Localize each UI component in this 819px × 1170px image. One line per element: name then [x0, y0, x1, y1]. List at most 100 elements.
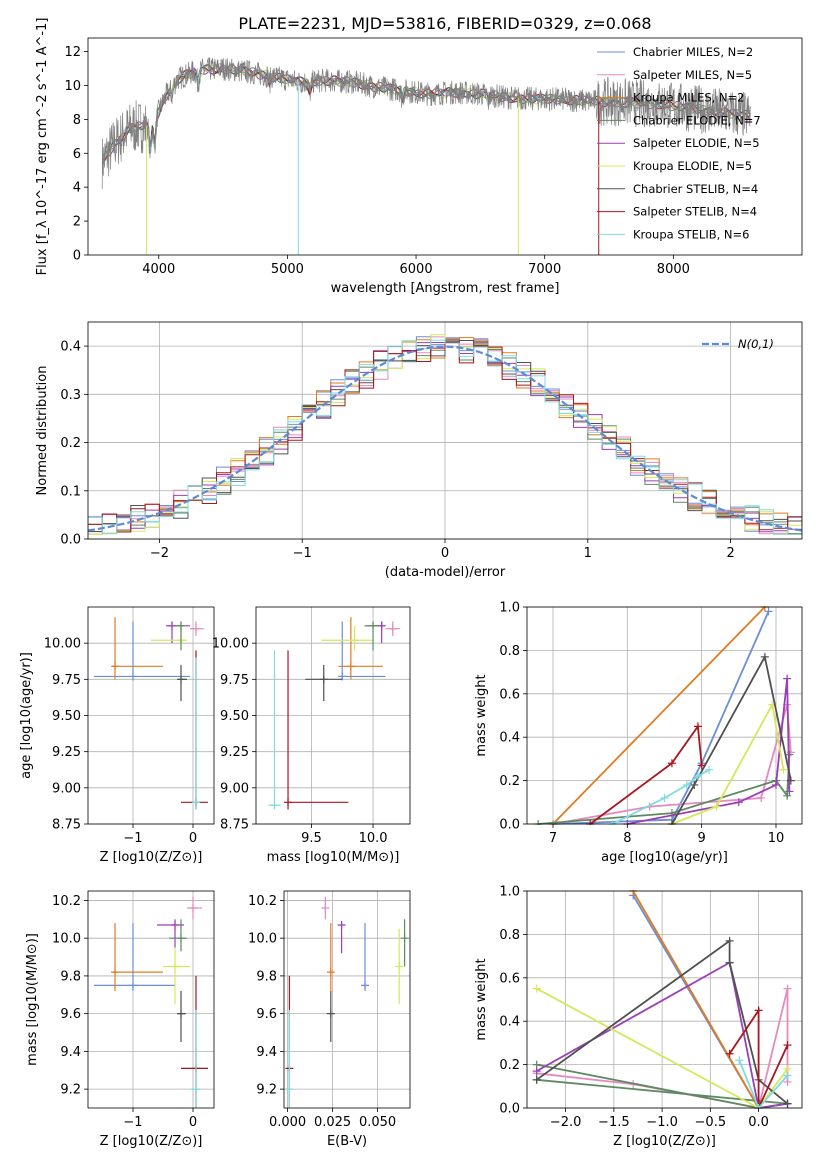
x-axis-label: Z [log10(Z/Z⊙)]: [100, 1134, 203, 1149]
point-marker: [129, 672, 137, 681]
point-marker: [129, 981, 137, 990]
point-marker: [346, 662, 355, 671]
y-axis-label: mass [log10(M/M⊙)]: [25, 933, 40, 1066]
point-marker: [168, 621, 176, 630]
plot-area: [88, 891, 214, 1108]
y-tick-label: 9.8: [60, 969, 81, 984]
plot-frame: [87, 37, 803, 256]
y-tick-label: 1.0: [499, 601, 520, 616]
mass-weight-marker: [735, 1056, 744, 1065]
mass-weight-marker: [693, 722, 702, 731]
x-tick-label: 2: [726, 546, 734, 561]
mass-weight-marker: [667, 759, 676, 768]
mass-weight-series: [671, 654, 792, 825]
point-marker: [321, 903, 330, 912]
mass-weight-marker: [725, 936, 734, 945]
legend-label: Chabrier ELODIE, N=7: [633, 113, 761, 127]
point-marker: [400, 934, 409, 943]
x-tick-label: 4000: [142, 262, 175, 277]
data-spectrum-line: [101, 56, 751, 189]
x-axis-label: E(B-V): [327, 1134, 367, 1149]
plot-area: [284, 891, 410, 1108]
legend-label: Chabrier MILES, N=2: [633, 45, 753, 59]
y-tick-label: 9.4: [256, 1045, 277, 1060]
mass-weight-series: [671, 701, 785, 825]
x-tick-label: −1: [293, 546, 312, 561]
point-marker: [192, 798, 200, 807]
point-marker: [171, 962, 179, 971]
x-tick-label: 8: [623, 831, 631, 846]
x-tick-label: 9.5: [301, 831, 322, 846]
x-tick-label: 6000: [400, 262, 433, 277]
legend-label: Salpeter MILES, N=5: [633, 68, 752, 82]
y-tick-label: 0.1: [60, 484, 81, 499]
point-marker: [111, 968, 119, 977]
point-marker: [177, 1009, 185, 1018]
mass-weight-marker: [532, 1067, 541, 1076]
mass-weight-marker: [783, 674, 792, 683]
point-marker: [171, 920, 179, 929]
point-marker: [192, 1085, 200, 1094]
mass-weight-marker: [783, 1099, 792, 1108]
y-axis-label: Flux [f_λ 10^-17 erg cm^-2 s^-1 A^-1]: [35, 18, 50, 276]
mass-weight-marker: [757, 793, 766, 802]
mass-weight-marker: [786, 776, 795, 785]
y-tick-label: 0.6: [499, 971, 520, 986]
mass-weight-marker: [783, 984, 792, 993]
errorbar-points: [285, 896, 409, 1108]
mass-weight-marker: [693, 772, 702, 781]
y-tick-label: 0.8: [499, 928, 520, 943]
y-axis-label: mass weight: [474, 958, 489, 1040]
errorbar-points: [94, 617, 208, 810]
normal-reference-curve: [88, 345, 802, 532]
x-tick-label: 0.000: [269, 1115, 306, 1130]
plot-area: [527, 607, 802, 824]
y-tick-label: 9.50: [220, 709, 249, 724]
y-tick-label: 9.2: [256, 1083, 277, 1098]
mass-weight-series: [536, 961, 788, 1109]
mass-weight-marker: [705, 765, 714, 774]
y-tick-label: 9.00: [220, 781, 249, 796]
x-tick-label: 0.050: [359, 1115, 396, 1130]
y-tick-label: 4: [73, 181, 81, 196]
y-tick-label: 12: [64, 45, 81, 60]
figure-title: PLATE=2231, MJD=53816, FIBERID=0329, z=0…: [238, 14, 651, 33]
point-marker: [369, 621, 378, 630]
point-marker: [285, 1085, 294, 1094]
point-marker: [270, 801, 279, 810]
mass-weight-marker: [532, 1075, 541, 1084]
x-tick-label: 0: [441, 546, 449, 561]
y-tick-label: 10.2: [52, 894, 81, 909]
x-tick-label: 0: [189, 1115, 197, 1130]
y-tick-label: 0.2: [499, 774, 520, 789]
y-tick-label: 9.2: [60, 1083, 81, 1098]
y-tick-label: 9.25: [52, 745, 81, 760]
histogram-steps: [88, 334, 802, 535]
mass-weight-marker: [712, 802, 721, 811]
y-tick-label: 9.75: [52, 673, 81, 688]
plot-frame: [87, 890, 215, 1109]
y-tick-label: 10.0: [248, 932, 277, 947]
x-axis-label: age [log10(age/yr)]: [601, 850, 728, 865]
mass-weight-lines: [534, 606, 795, 825]
y-tick-label: 0.0: [499, 818, 520, 833]
mass-weight-marker: [779, 765, 788, 774]
y-axis-label: age [log10(age/yr)]: [19, 652, 34, 779]
mass-weight-marker: [754, 1006, 763, 1015]
y-tick-label: 9.8: [256, 969, 277, 984]
y-tick-label: 8: [73, 113, 81, 128]
y-tick-label: 9.4: [60, 1045, 81, 1060]
x-axis-label: (data-model)/error: [385, 565, 506, 580]
y-tick-label: 0: [73, 249, 81, 264]
spectrum-lines: [101, 56, 751, 255]
y-tick-label: 2: [73, 215, 81, 230]
y-axis-label: Normed distribution: [35, 366, 50, 496]
y-tick-label: 8.75: [52, 818, 81, 833]
histogram-series: [88, 339, 802, 535]
mass-weight-series: [589, 723, 703, 825]
x-tick-label: −2: [150, 546, 169, 561]
y-tick-label: 0.2: [60, 436, 81, 451]
point-marker: [284, 798, 293, 807]
mass-weight-marker: [734, 798, 743, 807]
